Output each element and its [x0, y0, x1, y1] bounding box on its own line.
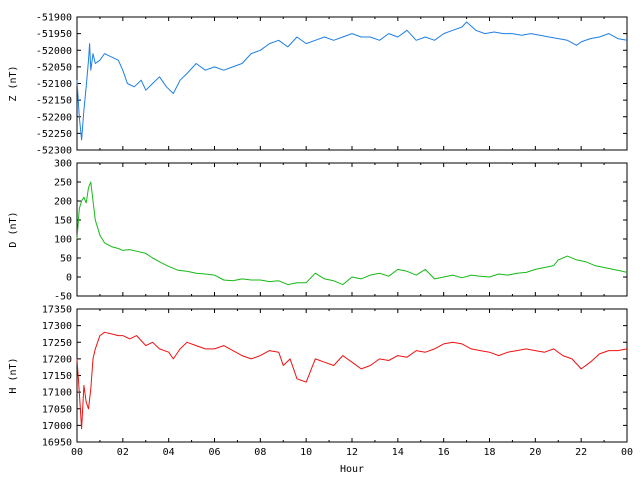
- y-tick-label: -51900: [36, 13, 72, 24]
- y-tick-label: 17050: [42, 404, 72, 415]
- series-line-0-0: [76, 21, 628, 141]
- plot-frame: [76, 16, 628, 151]
- y-tick-label: 200: [54, 197, 72, 208]
- panel-2: 17350 17300 17250 17200 17150 17100 17050 17000…: [8, 305, 633, 476]
- y-tick-label: 17000: [42, 421, 72, 432]
- y-tick-label: 300: [54, 159, 72, 170]
- y-tick-label: -52000: [36, 46, 72, 57]
- x-tick-label: 18: [483, 447, 495, 458]
- y-tick-label: 17100: [42, 388, 72, 399]
- y-tick-label: -51950: [36, 29, 72, 40]
- y-tick-label: 17350: [42, 305, 72, 316]
- x-tick-label: 00: [71, 447, 83, 458]
- y-tick-label: -52150: [36, 96, 72, 107]
- x-tick-label: 22: [575, 447, 587, 458]
- y-tick-label: 17250: [42, 338, 72, 349]
- y-tick-label: -52200: [36, 112, 72, 123]
- y-tick-label: 150: [54, 216, 72, 227]
- y-tick-label: -52100: [36, 79, 72, 90]
- chart-panels: -51900 -51950 -52000 -52050 -52100 -52150 -522…: [8, 13, 633, 476]
- y-tick-label: -52300: [36, 146, 72, 157]
- x-tick-label: 08: [254, 447, 266, 458]
- y-tick-label: 250: [54, 178, 72, 189]
- y-tick-label: -50: [54, 292, 72, 303]
- x-tick-label: 06: [208, 447, 220, 458]
- y-tick-label: 50: [60, 254, 72, 265]
- x-tick-label: 04: [163, 447, 175, 458]
- series-line-1-0: [76, 181, 628, 286]
- y-tick-label: 17200: [42, 354, 72, 365]
- y-axis-label: Z (nT): [8, 65, 19, 101]
- panel-0: -51900 -51950 -52000 -52050 -52100 -52150 -522…: [8, 13, 628, 157]
- y-tick-label: -52250: [36, 129, 72, 140]
- x-tick-label: 12: [346, 447, 358, 458]
- y-tick-label: 100: [54, 235, 72, 246]
- x-tick-label: 14: [392, 447, 404, 458]
- x-tick-label: 10: [300, 447, 312, 458]
- plot-frame: [76, 162, 628, 297]
- y-tick-label: 0: [66, 273, 72, 284]
- y-axis-label: D (nT): [8, 211, 19, 247]
- x-tick-label: 02: [117, 447, 129, 458]
- y-tick-label: 17300: [42, 321, 72, 332]
- y-tick-label: 16950: [42, 438, 72, 449]
- y-axis-label: H (nT): [8, 357, 19, 393]
- panel-1: 300 250 200 150 100 50 0 -50 D (nT): [8, 159, 628, 303]
- y-tick-label: -52050: [36, 62, 72, 73]
- x-axis-label: Hour: [340, 464, 364, 475]
- x-tick-label: 00: [621, 447, 633, 458]
- x-tick-label: 20: [529, 447, 541, 458]
- series-line-2-0: [76, 331, 628, 430]
- plot-frame: [76, 308, 628, 443]
- y-tick-label: 17150: [42, 371, 72, 382]
- x-tick-label: 16: [438, 447, 450, 458]
